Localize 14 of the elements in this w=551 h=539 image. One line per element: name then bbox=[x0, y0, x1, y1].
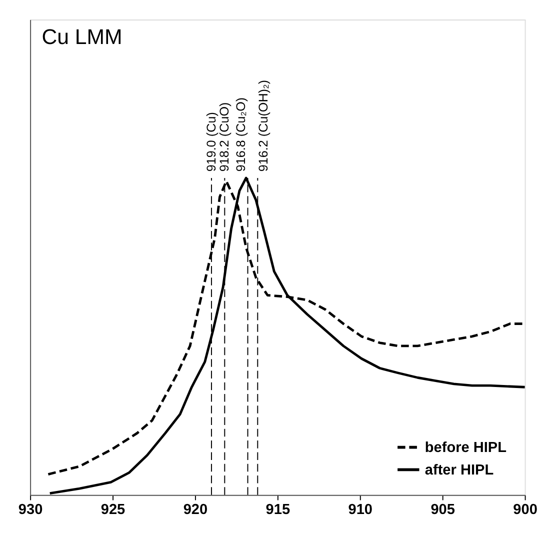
x-tick-label: 920 bbox=[183, 502, 208, 518]
x-tick-label: 930 bbox=[18, 502, 43, 518]
x-tick-label: 905 bbox=[430, 502, 455, 518]
legend-label: before HIPL bbox=[424, 440, 507, 456]
x-tick-label: 925 bbox=[100, 502, 126, 518]
legend-label: after HIPL bbox=[424, 462, 494, 479]
ref-line-label: 918.2 (CuO) bbox=[218, 102, 232, 172]
x-tick-label: 915 bbox=[266, 502, 290, 518]
ref-line-label: 919.0 (Cu) bbox=[204, 112, 218, 172]
ref-line-label: 916.8 (Cu₂O) bbox=[234, 97, 248, 172]
ref-line-label: 916.2 (Cu(OH)₂) bbox=[256, 80, 270, 172]
chart-title: Cu LMM bbox=[42, 24, 122, 49]
x-tick-label: 900 bbox=[513, 502, 538, 518]
x-tick-label: 910 bbox=[348, 502, 373, 518]
